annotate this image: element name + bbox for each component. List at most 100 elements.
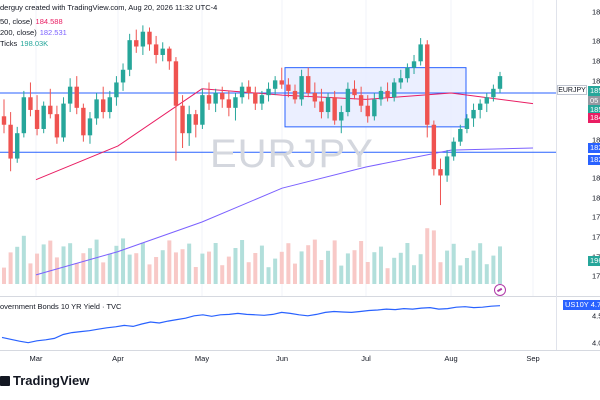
volume-bar [81, 253, 86, 284]
ma50-tag: 184 [588, 113, 600, 123]
candle-body [411, 61, 417, 68]
ma200-value: 182.531 [39, 28, 67, 37]
volume-bar [187, 243, 192, 284]
ma50-legend[interactable]: 50, close) 184.588 [0, 17, 63, 27]
candle-body [352, 88, 357, 96]
brand-text: TradingView [13, 373, 90, 388]
volume-bar [107, 253, 112, 284]
candle-body [140, 31, 146, 47]
candle-body [405, 67, 410, 79]
candle-body [226, 99, 232, 108]
volume-bar [438, 262, 443, 284]
ticks-value: 198.03K [20, 39, 49, 48]
candle-body [491, 88, 496, 98]
consolidation-box [284, 67, 467, 128]
volume-bar [207, 251, 212, 284]
candle-body [87, 118, 93, 136]
support-tag: 182 [588, 155, 600, 165]
y-tick: 180 [592, 193, 600, 203]
candle-body [61, 103, 66, 138]
volume-bar [418, 254, 423, 284]
volume-bar [378, 246, 383, 284]
yield-subchart[interactable] [0, 297, 556, 349]
x-tick: Jul [361, 354, 371, 363]
candle-body [67, 86, 73, 104]
candle-body [471, 109, 476, 119]
volume-bar [167, 240, 172, 284]
candle-body [15, 133, 20, 159]
volume-bar [471, 250, 476, 284]
volume-bar [484, 264, 489, 284]
candle-body [206, 95, 212, 104]
sub-y-tick: 4.00 [592, 338, 600, 348]
volume-bar [94, 239, 99, 284]
author-line: derguy created with TradingView.com, Aug… [0, 3, 218, 12]
candle-body [54, 114, 60, 138]
volume-bar [54, 257, 59, 284]
yield-legend[interactable]: overnment Bonds 10 YR Yield · TVC [0, 302, 122, 311]
candle-body [444, 156, 450, 176]
volume-bar [41, 244, 46, 284]
volume-bar [405, 243, 410, 284]
candle-body [167, 48, 172, 62]
yield-line [1, 305, 501, 344]
ticks-label: Ticks [0, 39, 18, 48]
candle-body [398, 78, 403, 83]
volume-bar [273, 258, 278, 284]
candle-body [239, 86, 245, 98]
volume-bar [61, 246, 66, 284]
volume-bar [226, 256, 231, 284]
candle-body [484, 97, 489, 104]
volume-bar [253, 253, 258, 284]
volume-bar [306, 245, 311, 284]
volume-bar [266, 267, 271, 284]
volume-bar [392, 257, 397, 284]
x-tick: May [194, 354, 210, 363]
yield-tag: US10Y 4.76 [563, 300, 600, 310]
candle-body [391, 82, 397, 98]
candle-body [438, 169, 443, 176]
alert-icon[interactable] [494, 284, 506, 296]
volume-bar [339, 265, 344, 284]
candle-body [180, 105, 185, 134]
volume-bar [359, 241, 364, 284]
volume-bar [160, 250, 165, 284]
price-axis-divider [556, 0, 557, 350]
candle-body [431, 124, 437, 170]
price-chart[interactable] [0, 0, 556, 296]
ticks-legend[interactable]: Ticks 198.03K [0, 39, 48, 49]
candle-body [48, 105, 53, 115]
candle-body [464, 118, 470, 129]
x-tick: Apr [112, 354, 124, 363]
candle-body [160, 48, 165, 55]
volume-bar [2, 267, 6, 284]
volume-bar [134, 253, 139, 284]
x-tick: Jun [275, 354, 289, 363]
candle-body [292, 90, 298, 100]
x-tick: Sep [526, 354, 540, 363]
time-axis-divider [0, 350, 600, 351]
volume-bar [48, 240, 53, 284]
candle-body [127, 40, 132, 70]
volume-bar [193, 267, 198, 284]
candle-body [233, 97, 238, 108]
volume-bar [240, 240, 245, 284]
volume-bar [352, 250, 357, 284]
candle-body [497, 76, 503, 89]
y-tick: 188 [592, 36, 600, 46]
candle-body [21, 97, 27, 134]
y-tick: 189 [592, 7, 600, 17]
ma50-value: 184.588 [35, 17, 63, 26]
ma200-legend[interactable]: 200, close) 182.531 [0, 28, 67, 38]
volume-bar [233, 248, 238, 284]
candle-body [28, 97, 33, 110]
symbol-badge[interactable]: EURJPY [557, 85, 587, 95]
y-tick: 181 [592, 173, 600, 183]
candle-body [41, 105, 46, 129]
tradingview-logo[interactable]: TradingView [0, 373, 89, 388]
candle-body [253, 93, 258, 104]
pane-divider[interactable] [0, 296, 600, 297]
candle-body [134, 40, 139, 47]
yield-tag-symbol: US10Y [565, 300, 589, 309]
volume-bar [292, 263, 297, 284]
